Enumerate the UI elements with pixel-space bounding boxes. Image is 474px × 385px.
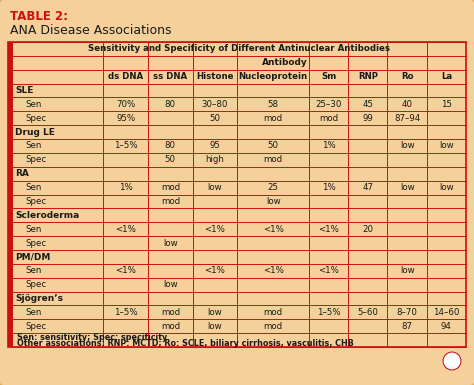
Text: 95: 95: [210, 141, 220, 151]
Text: Sen: Sen: [25, 308, 41, 317]
Text: 25: 25: [268, 183, 279, 192]
Text: PM/DM: PM/DM: [15, 253, 50, 261]
Text: 50: 50: [268, 141, 279, 151]
Text: ANA Disease Associations: ANA Disease Associations: [10, 24, 172, 37]
Text: <1%: <1%: [205, 266, 226, 275]
Text: 1–5%: 1–5%: [317, 308, 340, 317]
Text: mod: mod: [161, 322, 180, 331]
Text: Antibody: Antibody: [262, 58, 308, 67]
Text: 30–80: 30–80: [202, 100, 228, 109]
Text: SLE: SLE: [15, 86, 33, 95]
Text: 47: 47: [362, 183, 374, 192]
Text: RNP: RNP: [358, 72, 378, 81]
Text: Sm: Sm: [321, 72, 336, 81]
Text: 40: 40: [401, 100, 412, 109]
Text: ds DNA: ds DNA: [108, 72, 143, 81]
Text: low: low: [208, 322, 222, 331]
Text: low: low: [439, 141, 454, 151]
Text: 1%: 1%: [322, 141, 336, 151]
Text: ss DNA: ss DNA: [153, 72, 187, 81]
Text: low: low: [439, 183, 454, 192]
Text: mod: mod: [319, 114, 338, 123]
Text: RA: RA: [15, 169, 29, 178]
Text: 50: 50: [165, 155, 176, 164]
Bar: [8, 42, 466, 347]
Text: Sjögren’s: Sjögren’s: [15, 294, 63, 303]
Text: 15: 15: [441, 100, 452, 109]
Text: Spec: Spec: [25, 197, 46, 206]
Text: 45: 45: [362, 100, 374, 109]
Text: low: low: [208, 308, 222, 317]
Text: <1%: <1%: [115, 266, 136, 275]
Text: Sen: Sen: [25, 266, 41, 275]
Text: mod: mod: [161, 183, 180, 192]
Text: Drug LE: Drug LE: [15, 127, 55, 137]
Text: 1%: 1%: [119, 183, 133, 192]
Text: 80: 80: [165, 100, 176, 109]
Text: <1%: <1%: [263, 266, 283, 275]
Text: Sen: Sen: [25, 183, 41, 192]
Text: 1–5%: 1–5%: [114, 308, 137, 317]
Text: Sen: Sen: [25, 100, 41, 109]
Bar: [8, 42, 13, 347]
Text: TABLE 2:: TABLE 2:: [10, 10, 68, 23]
Text: Spec: Spec: [25, 114, 46, 123]
Text: Scleroderma: Scleroderma: [15, 211, 79, 220]
Text: Sen: Sen: [25, 225, 41, 234]
Text: Ro: Ro: [401, 72, 413, 81]
Text: Other associations: RNP: MCTD; Ro: SCLE, biliary cirrhosis, vasculitis, CHB: Other associations: RNP: MCTD; Ro: SCLE,…: [17, 339, 354, 348]
Text: high: high: [206, 155, 225, 164]
Text: 87–94: 87–94: [394, 114, 420, 123]
Text: <1%: <1%: [318, 266, 339, 275]
Text: 1–5%: 1–5%: [114, 141, 137, 151]
Text: Histone: Histone: [196, 72, 234, 81]
Text: 5–60: 5–60: [357, 308, 378, 317]
Text: mod: mod: [161, 197, 180, 206]
Text: 70%: 70%: [116, 100, 136, 109]
Text: low: low: [266, 197, 281, 206]
Text: 25–30: 25–30: [315, 100, 342, 109]
Text: 99: 99: [363, 114, 373, 123]
Text: <1%: <1%: [205, 225, 226, 234]
Text: Sen: sensitivity; Spec: specificity: Sen: sensitivity; Spec: specificity: [17, 333, 167, 341]
Circle shape: [443, 352, 461, 370]
Text: low: low: [163, 239, 178, 248]
Text: Spec: Spec: [25, 280, 46, 289]
Text: La: La: [441, 72, 452, 81]
Text: mod: mod: [264, 114, 283, 123]
Text: <1%: <1%: [318, 225, 339, 234]
Text: 8–70: 8–70: [397, 308, 418, 317]
Text: <1%: <1%: [263, 225, 283, 234]
Text: 1%: 1%: [322, 183, 336, 192]
Text: Spec: Spec: [25, 322, 46, 331]
Text: 94: 94: [441, 322, 452, 331]
Text: 58: 58: [268, 100, 279, 109]
Text: 20: 20: [362, 225, 374, 234]
Text: Spec: Spec: [25, 239, 46, 248]
Text: <1%: <1%: [115, 225, 136, 234]
Text: low: low: [400, 183, 414, 192]
Text: mod: mod: [264, 322, 283, 331]
Text: 95%: 95%: [116, 114, 135, 123]
Text: Nucleoprotein: Nucleoprotein: [238, 72, 308, 81]
Text: mod: mod: [264, 155, 283, 164]
Text: mod: mod: [161, 308, 180, 317]
Text: 14–60: 14–60: [433, 308, 460, 317]
Text: Sen: Sen: [25, 141, 41, 151]
Text: low: low: [400, 141, 414, 151]
Text: Spec: Spec: [25, 155, 46, 164]
Text: low: low: [208, 183, 222, 192]
Text: mod: mod: [264, 308, 283, 317]
Text: Sensitivity and Specificity of Different Antinuclear Antibodies: Sensitivity and Specificity of Different…: [89, 44, 391, 54]
Text: 80: 80: [165, 141, 176, 151]
Text: 50: 50: [210, 114, 220, 123]
Text: 87: 87: [401, 322, 412, 331]
Text: low: low: [400, 266, 414, 275]
Text: low: low: [163, 280, 178, 289]
